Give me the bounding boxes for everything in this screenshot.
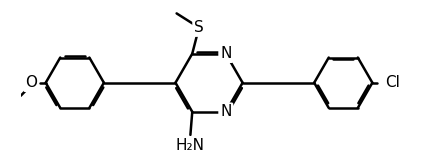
Text: S: S [194, 20, 204, 35]
Text: O: O [25, 75, 37, 90]
Text: H₂N: H₂N [176, 138, 205, 153]
Text: Cl: Cl [385, 75, 400, 90]
Text: N: N [220, 104, 232, 119]
Text: N: N [220, 46, 232, 61]
